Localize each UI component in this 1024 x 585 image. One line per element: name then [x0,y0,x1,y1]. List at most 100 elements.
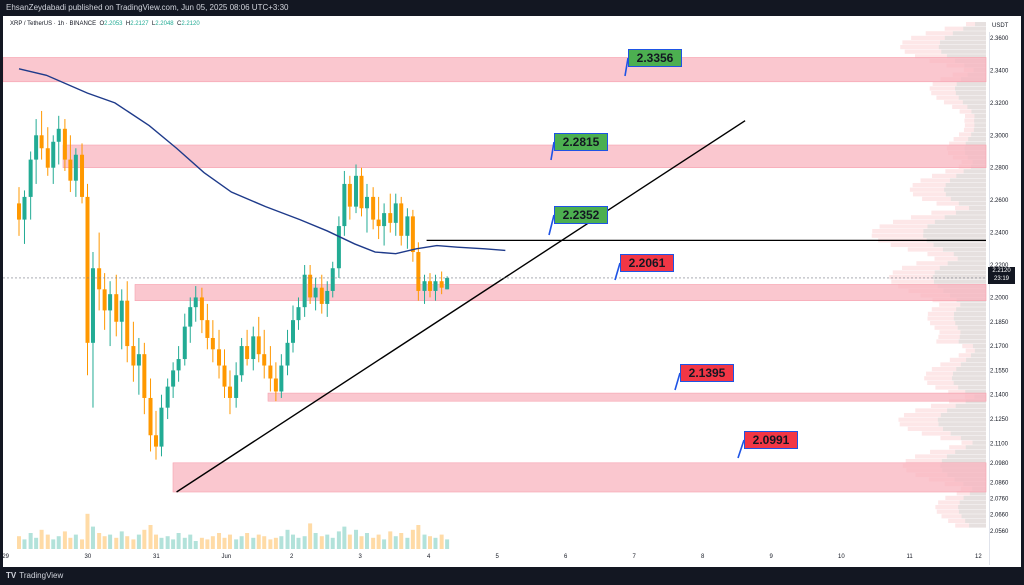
level-callout-2-2352[interactable]: 2.2352 [554,206,608,224]
profile-bar [955,91,986,96]
profile-bar [964,123,986,128]
price-tick-label: 2.0560 [990,529,1009,535]
volume-bar [17,536,21,549]
profile-bar [931,367,986,372]
profile-bar [969,491,986,496]
volume-bar [382,539,387,549]
volume-bar [416,525,421,549]
profile-bar [936,201,986,206]
profile-bar [914,54,986,59]
volume-bar [176,533,181,549]
profile-bar [947,408,986,413]
volume-bar [165,536,170,549]
candle-body [62,128,67,160]
profile-bar [946,54,986,59]
profile-bar [965,390,986,395]
price-chart[interactable]: 2.3600 2.3400 2.3200 2.3000 2.2800 2.2600 2.24… [3,16,1021,567]
candle-body [359,175,364,209]
candle-body [416,252,421,291]
zone-0 [3,57,987,83]
profile-bar [939,330,986,335]
profile-bar [890,242,986,247]
profile-bar [925,31,986,36]
candle-body [80,154,85,197]
volume-bar [39,529,44,549]
volume-bar [433,537,438,549]
profile-bar [967,104,986,109]
profile-bar [922,196,986,201]
level-callout-2-2815[interactable]: 2.2815 [554,133,608,151]
candle-body [182,326,187,360]
profile-bar [930,403,986,408]
callout-pointer [737,439,745,459]
volume-bar [182,537,187,549]
volume-bar [51,539,56,549]
time-tick-label: 10 [838,554,845,560]
legend-close-value: 2.2120 [181,21,200,27]
price-tick-label: 2.1700 [990,344,1009,350]
profile-bar [963,26,986,31]
profile-bar [905,459,986,464]
profile-bar [949,141,986,146]
time-tick-label: Jun [222,554,232,560]
level-callout-2-1395[interactable]: 2.1395 [680,364,734,382]
profile-bar [945,192,986,197]
price-tick-label: 2.3200 [990,101,1009,107]
profile-bar [965,114,986,119]
candle-body [188,307,193,327]
profile-bar [953,137,986,142]
profile-bar [879,224,986,229]
symbol-legend: XRP / TetherUS · 1h · BINANCE O2.2053 H2… [10,21,200,27]
price-tick-label: 2.3000 [990,133,1009,139]
profile-bar [961,514,986,519]
profile-bar [950,431,986,436]
level-callout-2-3356[interactable]: 2.3356 [628,49,682,67]
profile-bar [963,169,986,174]
volume-bar [217,533,222,549]
candle-body [279,365,284,392]
profile-bar [956,81,986,86]
profile-bar [907,426,986,431]
profile-bar [899,422,986,427]
candle-body [114,294,119,322]
footer-bar [0,567,1024,585]
profile-bar [872,229,986,234]
profile-bar [948,390,986,395]
level-callout-2-0991[interactable]: 2.0991 [744,431,798,449]
candle-body [85,196,90,343]
volume-bar [279,536,284,549]
candle-body [291,320,295,343]
profile-bar [916,261,986,266]
chart-panel: 2.3600 2.3400 2.3200 2.3000 2.2800 2.2600 2.24… [3,16,1021,567]
profile-bar [891,279,986,284]
volume-bar [97,533,102,549]
profile-bar [940,40,986,45]
volume-bar [131,539,136,549]
current-price-value: 2.2120 [992,268,1011,274]
candle-body [199,297,204,321]
profile-bar [941,459,986,464]
profile-bar [942,426,986,431]
candle-body [102,289,107,311]
profile-bar [956,367,986,372]
profile-bar [971,109,986,114]
price-tick-label: 2.2000 [990,295,1009,301]
profile-bar [965,348,986,353]
price-tick-label: 2.1850 [990,320,1009,326]
price-tick-label: 2.0760 [990,496,1009,502]
candle-body [347,183,352,207]
profile-bar [931,91,986,96]
tradingview-logo: TV TradingView [6,571,63,581]
zone-1 [62,144,987,169]
callout-pointer [624,57,629,77]
candle-body [268,365,273,379]
profile-bar [962,344,986,349]
candle-body [171,370,176,387]
profile-bar [949,445,986,450]
level-callout-2-2061[interactable]: 2.2061 [620,254,674,272]
profile-bar [958,509,986,514]
currency-label[interactable]: USDT [992,23,1009,29]
time-tick-label: 3 [359,554,363,560]
candle-body [445,277,450,290]
volume-bar [188,534,193,549]
